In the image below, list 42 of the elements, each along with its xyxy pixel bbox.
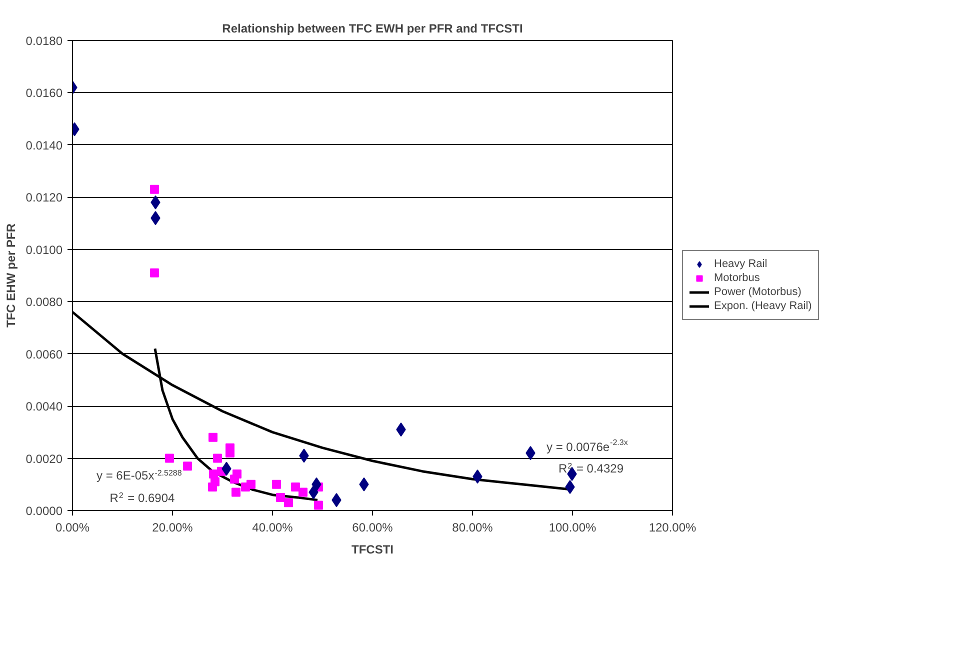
point — [314, 500, 323, 510]
x-axis-title: TFCSTI — [352, 542, 394, 556]
point — [565, 480, 575, 494]
point — [246, 480, 256, 489]
point — [209, 469, 218, 478]
y-tick-label: 0.0000 — [26, 504, 63, 518]
point — [165, 454, 174, 463]
y-tick-label: 0.0140 — [26, 138, 63, 152]
x-tick-label: 120.00% — [648, 520, 697, 534]
legend-label: Heavy Rail — [714, 257, 768, 271]
point — [276, 492, 285, 502]
x-tick-label: 100.00% — [548, 520, 597, 534]
x-tick-label: 0.00% — [55, 520, 90, 534]
x-tick-label: 20.00% — [152, 520, 194, 534]
y-tick-label: 0.0100 — [26, 242, 63, 257]
legend-label: Motorbus — [714, 271, 760, 285]
point — [232, 488, 240, 497]
y-tick-label: 0.0060 — [26, 347, 63, 362]
point — [272, 480, 281, 489]
point — [298, 488, 308, 497]
x-tick-label: 80.00% — [452, 520, 494, 534]
chart-title: Relationship between TFC EWH per PFR and TFCSTI — [222, 22, 523, 36]
y-tick-label: 0.0080 — [26, 295, 63, 310]
point — [208, 432, 218, 442]
point — [291, 482, 300, 492]
y-tick-label: 0.0160 — [26, 86, 63, 100]
point — [150, 184, 159, 194]
legend-label: Expon. (Heavy Rail) — [714, 299, 812, 313]
y-tick-label: 0.0180 — [26, 34, 63, 48]
x-tick-label: 40.00% — [252, 520, 294, 534]
point — [183, 462, 192, 471]
point — [150, 268, 159, 278]
x-tick-label: 60.00% — [352, 520, 394, 534]
point — [284, 498, 293, 508]
point — [213, 454, 222, 463]
point — [208, 482, 217, 492]
legend-label: Power (Motorbus) — [714, 285, 802, 299]
y-axis-title: TFC EHW per PFR — [4, 223, 18, 328]
y-tick-label: 0.0020 — [26, 452, 63, 466]
y-tick-label: 0.0040 — [26, 400, 63, 414]
y-tick-label: 0.0120 — [26, 190, 63, 205]
point — [230, 474, 239, 484]
